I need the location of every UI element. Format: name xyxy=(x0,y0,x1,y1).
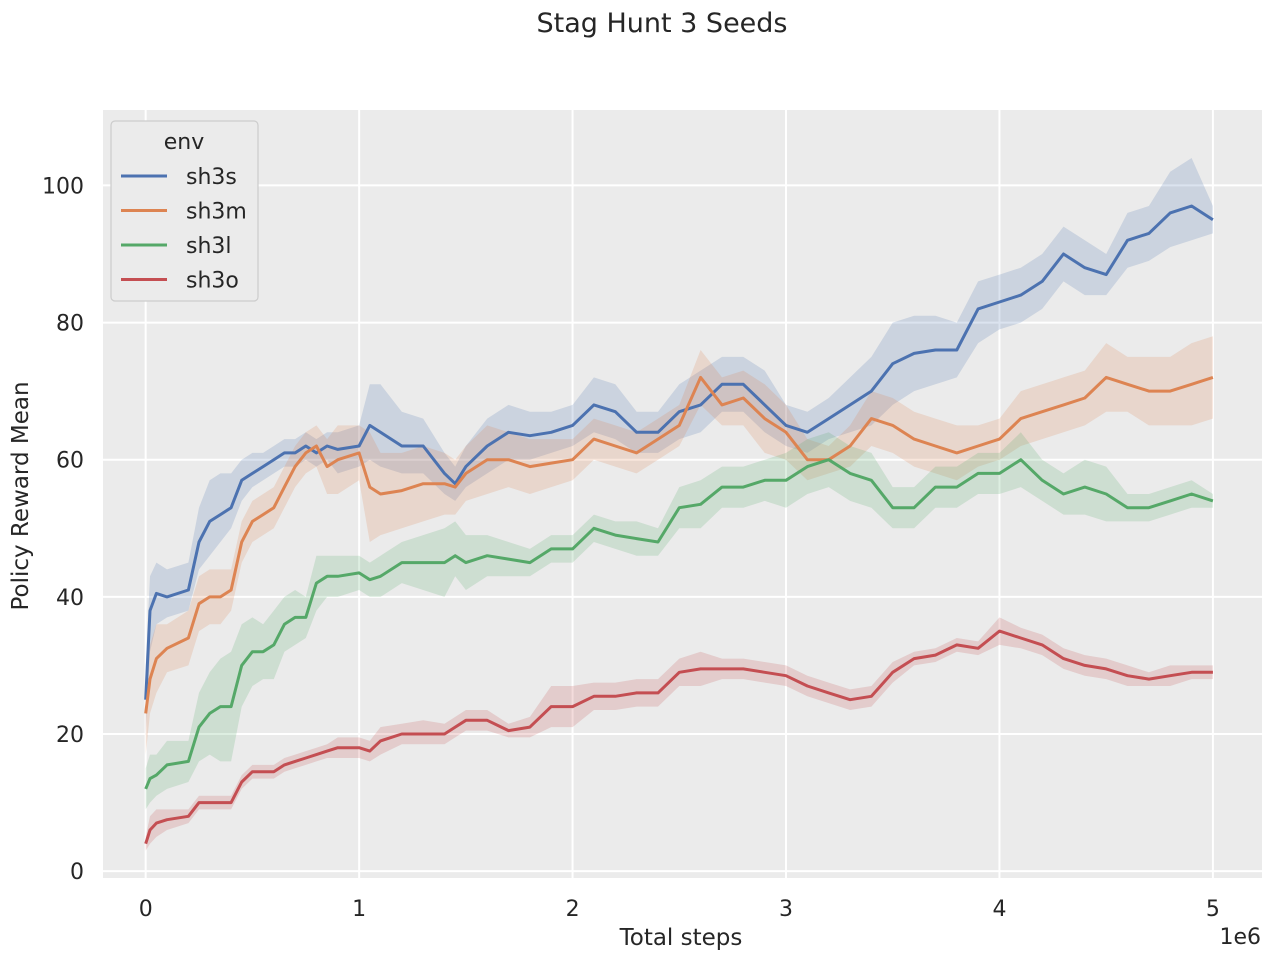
y-tick-label: 60 xyxy=(56,449,84,474)
band-sh3o xyxy=(145,617,1213,851)
x-tick-label: 4 xyxy=(992,897,1006,922)
figure-title: Stag Hunt 3 Seeds xyxy=(536,8,787,39)
line-sh3m xyxy=(144,375,1214,714)
x-tick-label: 5 xyxy=(1206,897,1220,922)
x-tick-label: 0 xyxy=(139,897,153,922)
legend-label-sh3m: sh3m xyxy=(186,200,247,225)
line-sh3s xyxy=(144,204,1214,700)
legend-box xyxy=(110,120,259,302)
gridlines xyxy=(103,110,1262,878)
legend-label-sh3s: sh3s xyxy=(186,165,237,190)
y-tick-label: 0 xyxy=(70,860,84,885)
series-lines xyxy=(144,204,1214,845)
y-axis-label: Policy Reward Mean xyxy=(8,381,34,610)
line-sh3l xyxy=(144,458,1214,790)
y-tick-label: 80 xyxy=(56,312,84,337)
legend-title: env xyxy=(164,130,205,155)
y-tick-label: 100 xyxy=(42,174,84,199)
x-tick-label: 3 xyxy=(779,897,793,922)
x-axis-label: Total steps xyxy=(619,925,743,951)
line-sh3o xyxy=(144,629,1213,845)
x-tick-labels: 0 1 2 3 4 5 xyxy=(139,897,1220,922)
band-sh3m xyxy=(145,336,1213,755)
x-tick-label: 1 xyxy=(352,897,366,922)
plot-background xyxy=(103,110,1262,878)
y-tick-label: 20 xyxy=(56,723,84,748)
y-tick-labels: 0 20 40 60 80 100 xyxy=(42,174,84,885)
legend-label-sh3o: sh3o xyxy=(186,269,239,294)
x-scale-label: 1e6 xyxy=(1219,925,1261,950)
legend-label-sh3l: sh3l xyxy=(186,234,232,259)
y-tick-label: 40 xyxy=(56,586,84,611)
legend: env sh3s sh3m sh3l sh3o xyxy=(110,120,259,302)
x-tick-label: 2 xyxy=(566,897,580,922)
